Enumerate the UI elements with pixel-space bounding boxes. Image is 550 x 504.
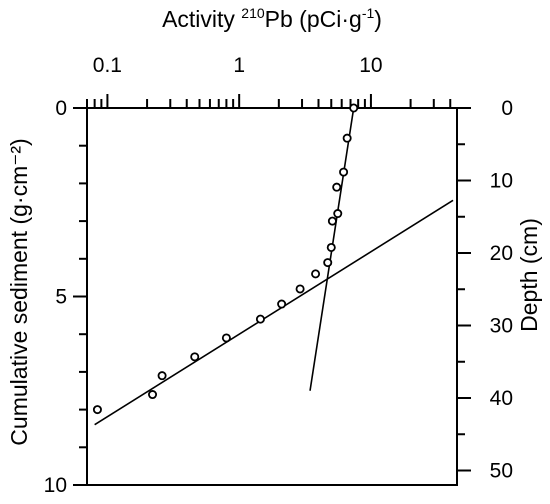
data-point — [221, 333, 231, 343]
data-point — [339, 167, 349, 177]
top-tick-label: 10 — [359, 54, 382, 77]
data-point — [326, 242, 336, 252]
data-point — [92, 405, 102, 415]
top-axis-title-sup1: 210 — [241, 5, 265, 21]
left-tick-label: 5 — [55, 286, 67, 309]
top-tick-label: 1 — [233, 54, 245, 77]
left-tick-label: 10 — [44, 474, 67, 497]
data-point — [295, 284, 305, 294]
data-point — [157, 371, 167, 381]
left-tick-label: 0 — [55, 97, 67, 120]
data-point — [342, 133, 352, 143]
data-points — [92, 103, 359, 415]
fit-lines — [94, 107, 454, 426]
fit-line — [94, 199, 454, 426]
left-axis-title: Cumulative sediment (g·cm⁻²) — [6, 138, 32, 445]
right-tick-label: 10 — [490, 170, 513, 193]
data-point — [311, 269, 321, 279]
axis-tick-labels: 0.1 1 10 0 5 10 0 10 20 30 40 50 — [44, 54, 513, 497]
plot-frame — [86, 107, 458, 486]
right-tick-label: 0 — [501, 97, 513, 120]
right-tick-label: 30 — [490, 315, 513, 338]
data-point — [255, 314, 265, 324]
data-point — [349, 103, 359, 113]
data-point — [323, 258, 333, 268]
right-tick-label: 40 — [490, 387, 513, 410]
axis-ticks — [73, 94, 471, 486]
right-tick-label: 20 — [490, 242, 513, 265]
top-axis-title-sup2: -1 — [362, 5, 375, 21]
data-point — [332, 182, 342, 192]
data-point — [190, 352, 200, 362]
data-point — [277, 299, 287, 309]
top-axis-title-main: Activity — [162, 6, 241, 32]
top-axis-title-end: ) — [374, 6, 382, 32]
right-tick-label: 50 — [490, 460, 513, 483]
top-axis-title-mid: Pb (pCi·g — [265, 6, 362, 32]
top-axis-title: Activity 210Pb (pCi·g-1) — [162, 5, 382, 32]
data-point — [148, 390, 158, 400]
data-point — [333, 209, 343, 219]
top-tick-label: 0.1 — [93, 54, 122, 77]
data-point — [327, 216, 337, 226]
right-axis-title: Depth (cm) — [516, 218, 542, 332]
